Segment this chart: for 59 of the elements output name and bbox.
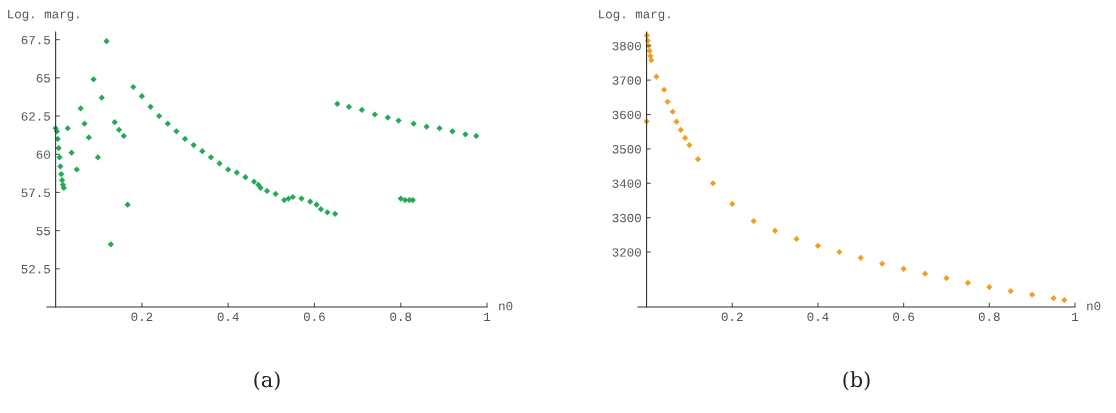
x-tick-label: 0.8: [390, 312, 412, 322]
y-tick-label: 57.5: [21, 188, 50, 198]
x-tick-label: 0.8: [978, 312, 1000, 322]
point: [729, 200, 736, 207]
x-tick-label: 1: [1072, 312, 1079, 321]
y-tick-label: 3400: [612, 179, 641, 188]
x-tick-label: 1: [484, 312, 491, 321]
y-tick-label: 3800: [612, 41, 641, 51]
point: [646, 47, 653, 55]
x-tick-label: 0.4: [217, 312, 239, 322]
point: [771, 227, 779, 234]
point: [664, 98, 671, 105]
point: [900, 265, 907, 272]
point: [921, 270, 929, 277]
point: [653, 73, 660, 80]
text: (a): [254, 371, 280, 391]
y-tick-label: 3600: [612, 110, 641, 120]
y-tick-label: 60: [36, 150, 50, 159]
x-axis-title: n0: [1087, 301, 1101, 311]
point: [750, 217, 757, 225]
y-axis-title: Log. marg.: [599, 10, 670, 21]
x-tick-label: 0.6: [893, 312, 915, 322]
y-tick-label: 62.5: [21, 112, 50, 121]
y-tick-label: 3200: [612, 248, 641, 257]
x-tick-label: 0.6: [303, 312, 325, 322]
y-tick-label: 67.5: [21, 35, 50, 45]
point: [1029, 291, 1036, 298]
point: [857, 254, 864, 261]
point: [879, 260, 886, 267]
x-tick-label: 0.2: [721, 312, 743, 322]
text: (b): [843, 371, 870, 391]
point: [964, 279, 971, 287]
point: [677, 126, 684, 134]
point: [793, 235, 800, 243]
point: [836, 248, 843, 256]
y-tick-label: 52.5: [21, 264, 50, 274]
point: [686, 141, 693, 149]
point: [986, 283, 993, 291]
y-tick-label: 65: [36, 74, 50, 83]
y-tick-label: 3500: [612, 145, 641, 154]
point: [694, 156, 702, 163]
point: [673, 118, 680, 125]
y-tick-label: 55: [36, 226, 50, 236]
point: [661, 86, 668, 93]
point: [943, 275, 950, 282]
x-axis-title: n0: [499, 301, 513, 311]
x-tick-label: 0.4: [807, 312, 829, 322]
point: [1061, 297, 1068, 304]
point: [1050, 294, 1057, 302]
point: [814, 242, 822, 249]
point: [709, 180, 717, 187]
y-axis-title: Log. marg.: [8, 10, 79, 21]
point: [1007, 288, 1014, 295]
point: [669, 108, 676, 115]
x-tick-label: 0.2: [131, 312, 153, 322]
y-tick-label: 3300: [612, 213, 641, 223]
y-tick-label: 3700: [612, 76, 641, 85]
point: [648, 57, 655, 64]
point: [682, 134, 689, 141]
